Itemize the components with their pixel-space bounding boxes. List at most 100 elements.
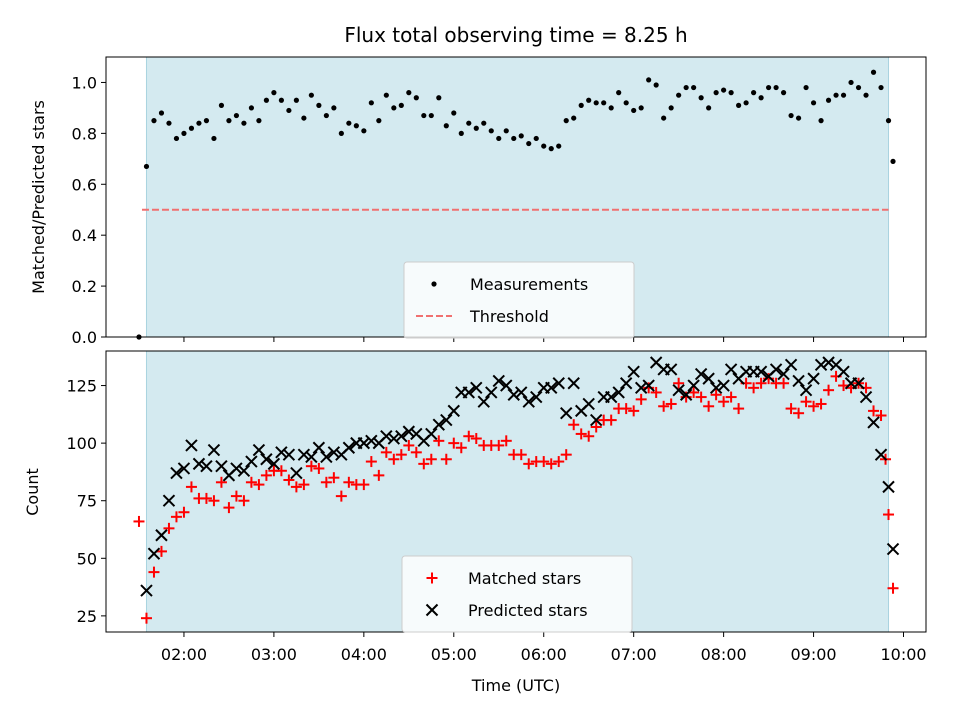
x-tick-label: 06:00	[521, 645, 567, 664]
data-point	[387, 432, 401, 445]
data-point	[447, 404, 460, 418]
data-point	[620, 403, 632, 415]
bottom-legend: Matched stars Predicted stars	[401, 555, 633, 633]
data-point	[878, 84, 884, 91]
data-point	[282, 448, 296, 461]
data-point	[751, 90, 757, 96]
data-point	[463, 430, 475, 442]
data-point	[148, 566, 160, 578]
data-point	[406, 90, 412, 96]
data-point	[402, 425, 416, 438]
data-point	[765, 84, 772, 91]
data-point	[848, 79, 854, 86]
data-point	[500, 435, 512, 447]
data-point	[308, 92, 314, 98]
data-point	[196, 120, 202, 126]
data-point	[358, 479, 370, 491]
data-point	[245, 476, 257, 488]
data-point	[571, 115, 577, 121]
data-point	[650, 386, 662, 398]
x-tick-label: 07:00	[611, 645, 657, 664]
data-point	[522, 395, 535, 408]
data-point	[421, 112, 427, 119]
data-point	[698, 95, 704, 101]
data-point	[278, 97, 284, 103]
data-point	[163, 522, 175, 534]
data-point	[852, 377, 865, 390]
data-point	[428, 112, 434, 119]
data-point	[619, 377, 633, 390]
x-tick-label: 03:00	[251, 645, 297, 664]
data-point	[855, 84, 862, 91]
data-point	[556, 143, 562, 149]
data-point	[380, 446, 392, 458]
data-point	[477, 395, 490, 408]
data-point	[687, 379, 700, 392]
data-point	[728, 90, 734, 96]
data-point	[395, 430, 408, 443]
data-point	[710, 389, 722, 401]
legend-box	[403, 261, 635, 339]
data-point	[755, 377, 767, 389]
data-point	[492, 374, 505, 388]
data-point	[691, 84, 697, 91]
data-point	[241, 120, 247, 126]
legend-label: Threshold	[469, 307, 549, 326]
data-point	[140, 584, 153, 597]
data-point	[748, 382, 760, 394]
data-point	[890, 158, 896, 164]
data-point	[838, 380, 850, 392]
data-point	[676, 92, 682, 98]
data-point	[533, 135, 539, 142]
data-point	[365, 434, 378, 448]
data-point	[627, 365, 640, 378]
data-point	[518, 133, 524, 139]
data-point	[863, 92, 869, 98]
data-point	[267, 457, 281, 471]
data-point	[413, 95, 419, 101]
data-point	[253, 479, 265, 491]
data-point	[436, 95, 442, 101]
data-point	[301, 115, 307, 121]
data-point	[825, 97, 832, 103]
data-point	[226, 118, 232, 124]
data-point	[668, 105, 674, 111]
data-point	[230, 462, 243, 475]
legend-marker	[426, 572, 438, 584]
data-point	[702, 372, 715, 385]
data-point	[870, 69, 877, 75]
data-point	[664, 363, 678, 376]
data-point	[245, 455, 258, 468]
data-point	[612, 386, 625, 399]
data-point	[263, 97, 270, 103]
data-point	[823, 384, 835, 396]
data-point	[192, 457, 206, 471]
data-point	[173, 135, 180, 142]
data-point	[548, 146, 554, 152]
data-point	[470, 381, 483, 395]
legend-entry: Threshold	[416, 307, 549, 326]
data-point	[143, 163, 150, 170]
data-point	[466, 120, 472, 126]
data-point	[181, 130, 187, 136]
legend-label: Matched stars	[468, 569, 581, 588]
data-point	[638, 105, 644, 111]
data-point	[773, 84, 779, 91]
data-point	[410, 446, 422, 458]
x-tick-label: 10:00	[880, 645, 926, 664]
data-point	[391, 105, 397, 111]
data-point	[215, 476, 227, 488]
data-point	[833, 92, 839, 98]
data-point	[515, 386, 528, 399]
bottom-y-axis-label: Count	[23, 468, 42, 516]
top-legend: Measurements Threshold	[403, 261, 635, 339]
data-point	[634, 381, 648, 395]
data-point	[695, 391, 707, 403]
data-point	[578, 102, 584, 108]
data-point	[496, 135, 502, 142]
legend-entry: Matched stars	[426, 569, 581, 588]
series-predicted-stars	[140, 356, 900, 597]
data-point	[361, 128, 367, 134]
data-point	[440, 453, 452, 465]
data-point	[605, 414, 617, 426]
